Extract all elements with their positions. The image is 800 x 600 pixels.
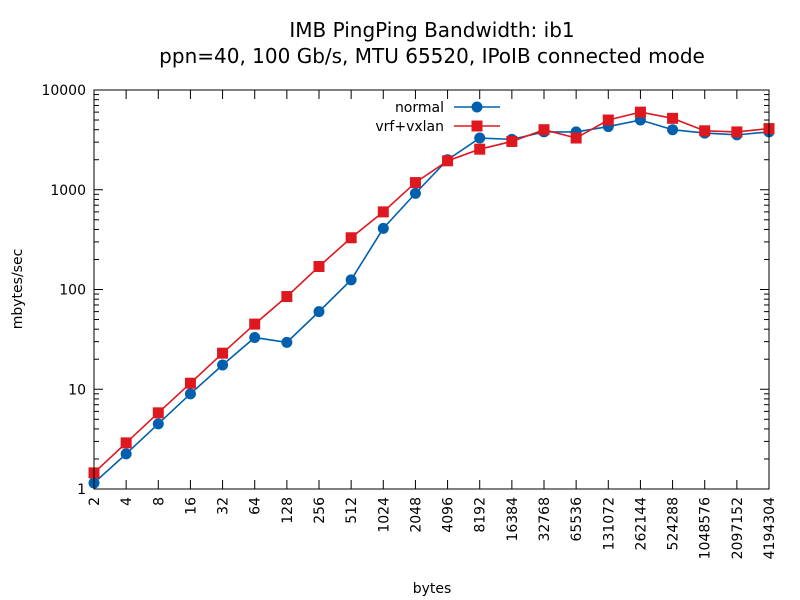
data-point <box>602 114 614 126</box>
data-point <box>313 306 325 318</box>
x-tick-label: 2097152 <box>730 497 746 559</box>
x-tick-label: 4 <box>119 497 135 506</box>
axis-ticks: 1 10 100 1000 10000 2 4 8 16 32 64 128 256 512 1024 204… <box>41 83 778 559</box>
series-line <box>93 111 770 474</box>
data-point <box>634 106 646 118</box>
data-point <box>249 318 261 330</box>
series-line <box>93 119 770 484</box>
legend-marker <box>471 101 483 113</box>
data-point <box>409 177 421 189</box>
data-point <box>409 187 421 199</box>
x-tick-label: 16 <box>183 497 199 515</box>
data-point <box>345 274 357 286</box>
y-tick-label: 10000 <box>41 83 86 99</box>
chart-title-line2: ppn=40, 100 Gb/s, MTU 65520, IPoIB conne… <box>159 44 705 68</box>
x-tick-label: 8192 <box>473 497 489 533</box>
x-tick-label: 128 <box>280 497 296 524</box>
data-point <box>474 132 486 144</box>
x-tick-label: 1048576 <box>698 497 714 559</box>
y-tick-label: 1 <box>77 482 86 498</box>
chart-title-line1: IMB PingPing Bandwidth: ib1 <box>289 18 574 42</box>
data-point <box>377 222 389 234</box>
data-point <box>731 126 743 138</box>
x-axis-label: bytes <box>413 581 452 597</box>
data-point <box>152 418 164 430</box>
data-point <box>442 155 454 167</box>
x-tick-label: 512 <box>344 497 360 524</box>
legend-label: normal <box>395 100 444 116</box>
series-normal <box>88 114 775 489</box>
data-point <box>667 112 679 124</box>
legend-marker <box>471 120 483 132</box>
legend-label: vrf+vxlan <box>375 119 444 135</box>
data-point <box>667 124 679 136</box>
data-point <box>570 132 582 144</box>
data-point <box>249 332 261 344</box>
y-tick-label: 1000 <box>50 183 86 199</box>
series-vrf-vxlan <box>88 106 775 479</box>
x-tick-label: 32 <box>216 497 232 515</box>
data-point <box>152 407 164 419</box>
data-point <box>506 135 518 147</box>
x-tick-label: 131072 <box>601 497 617 550</box>
x-tick-label: 524288 <box>666 497 682 550</box>
data-point <box>120 448 132 460</box>
plot-frame <box>93 89 770 490</box>
x-tick-label: 256 <box>312 497 328 524</box>
y-tick-label: 100 <box>59 283 86 299</box>
x-tick-label: 2 <box>87 497 103 506</box>
x-tick-label: 1024 <box>376 497 392 533</box>
data-point <box>474 143 486 155</box>
legend: normal vrf+vxlan <box>375 100 500 135</box>
data-point <box>313 261 325 273</box>
x-tick-label: 64 <box>248 497 264 515</box>
data-point <box>120 437 132 449</box>
x-tick-label: 262144 <box>633 497 649 551</box>
x-tick-label: 8 <box>151 497 167 506</box>
data-point <box>377 206 389 218</box>
y-tick-label: 10 <box>68 382 86 398</box>
x-tick-label: 65536 <box>569 497 585 542</box>
x-tick-label: 32768 <box>537 497 553 542</box>
data-point <box>281 291 293 303</box>
data-point <box>345 232 357 244</box>
x-tick-label: 4194304 <box>762 497 778 559</box>
data-point <box>217 359 229 371</box>
data-point <box>184 388 196 400</box>
data-point <box>699 125 711 137</box>
x-tick-label: 2048 <box>408 497 424 533</box>
x-tick-label: 16384 <box>505 497 521 542</box>
x-tick-label: 4096 <box>441 497 457 533</box>
data-point <box>538 124 550 136</box>
data-point <box>281 336 293 348</box>
data-point <box>184 377 196 389</box>
y-axis-label: mbytes/sec <box>10 249 26 330</box>
data-point <box>217 347 229 359</box>
series-layer <box>88 106 775 489</box>
